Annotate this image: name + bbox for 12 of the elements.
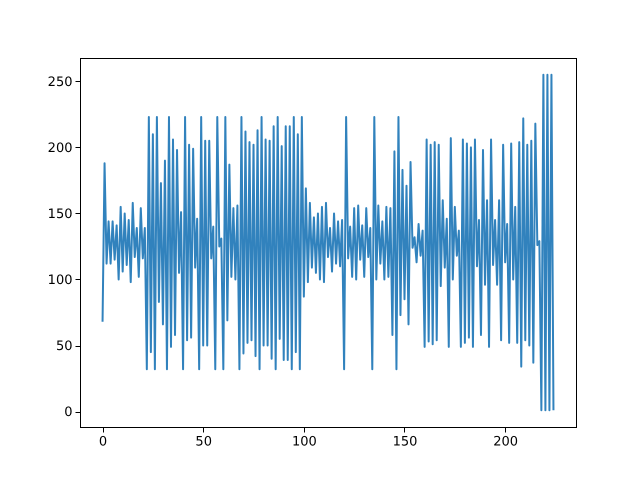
x-tick-label: 100 (292, 434, 317, 450)
x-tick-label: 0 (98, 434, 108, 450)
y-tick-label: 0 (64, 405, 72, 420)
x-tick-label: 50 (195, 434, 212, 450)
x-tick-label: 200 (493, 434, 518, 450)
x-tick-label: 150 (392, 434, 418, 450)
y-tick-label: 150 (48, 206, 72, 222)
y-tick-label: 100 (48, 272, 72, 288)
line-series (102, 74, 554, 412)
y-tick-label: 200 (48, 140, 72, 156)
y-tick-label: 250 (48, 74, 72, 90)
y-tick-label: 50 (56, 339, 72, 354)
